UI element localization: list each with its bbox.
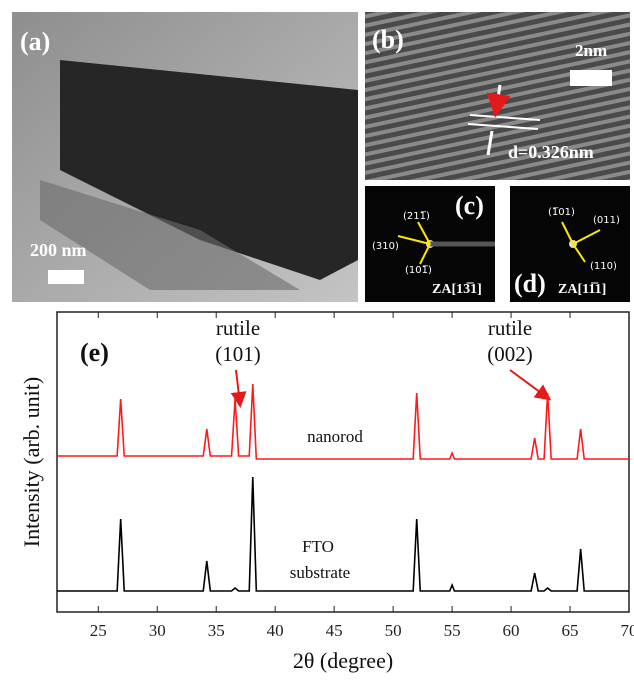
spot-label: (211̅) <box>403 211 430 222</box>
annotation: (002) <box>487 342 533 366</box>
annotation: FTO <box>302 537 334 556</box>
annotation: rutile <box>488 316 532 340</box>
spot-label: (310) <box>372 241 399 252</box>
annotation: substrate <box>290 563 350 582</box>
d-spacing: d=0.326nm <box>508 142 594 162</box>
scale-text: 200 nm <box>30 240 87 260</box>
arrow <box>236 370 240 404</box>
panel-label: (a) <box>20 27 50 56</box>
annotation: (101) <box>215 342 261 366</box>
x-tick-label: 30 <box>149 621 166 640</box>
x-tick-label: 55 <box>444 621 461 640</box>
spot-label: (110) <box>590 261 617 272</box>
panel-label: (d) <box>514 269 546 298</box>
x-tick-label: 50 <box>385 621 402 640</box>
x-tick-label: 40 <box>267 621 284 640</box>
scale-bar <box>48 270 84 284</box>
arrow <box>510 370 548 398</box>
x-tick-label: 35 <box>208 621 225 640</box>
panel-label: (c) <box>455 191 484 220</box>
y-axis-label: Intensity (arb. unit) <box>19 377 44 547</box>
annotation: nanorod <box>307 427 363 446</box>
zone-axis: ZA[11̅1] <box>558 281 606 297</box>
spot-label: (101̅) <box>405 265 432 276</box>
scale-bar <box>570 70 612 86</box>
annotation: (e) <box>80 338 109 367</box>
x-tick-label: 70 <box>621 621 634 640</box>
zone-axis: ZA[13̅1] <box>432 281 482 297</box>
x-axis-label: 2θ (degree) <box>293 648 393 673</box>
spot-label: (011) <box>593 215 620 226</box>
spot-label: (1̅01) <box>548 207 575 218</box>
xrd-chart: 25 30 35 40 45 50 55 60 65 70 2θ (degree) Intensity… <box>19 312 634 673</box>
panel-label: (b) <box>372 25 404 54</box>
figure: (a) 200 nm (b) 2nm d=0.326nm (c) (211̅) … <box>0 0 634 680</box>
x-tick-label: 65 <box>562 621 579 640</box>
x-tick-label: 45 <box>326 621 343 640</box>
annotation: rutile <box>216 316 260 340</box>
x-tick-label: 60 <box>503 621 520 640</box>
scale-text: 2nm <box>575 41 607 60</box>
x-tick-label: 25 <box>90 621 107 640</box>
